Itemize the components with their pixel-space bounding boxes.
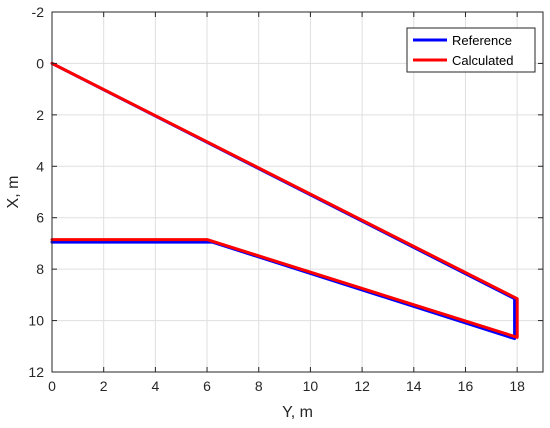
y-tick-label: 8 (36, 261, 44, 277)
y-tick-label: 0 (36, 55, 44, 71)
legend: Reference Calculated (406, 27, 536, 73)
x-tick-label: 10 (303, 378, 319, 394)
tick-layer: 0 2 4 6 8 10 12 14 16 18 -2 0 2 4 6 8 10 12 (28, 4, 543, 394)
x-tick-label: 0 (48, 378, 56, 394)
x-tick-label: 14 (406, 378, 422, 394)
x-axis-label: Y, m (282, 404, 313, 421)
series-layer (50, 61, 519, 341)
legend-label-reference: Reference (452, 33, 512, 48)
plot-frame (51, 11, 544, 373)
y-tick-label: -2 (32, 4, 45, 20)
y-tick-label: 2 (36, 107, 44, 123)
legend-box (406, 27, 536, 73)
y-tick-label: 4 (36, 158, 44, 174)
y-axis-label: X, m (5, 176, 22, 209)
x-tick-label: 6 (203, 378, 211, 394)
x-tick-label: 4 (151, 378, 159, 394)
y-tick-label: 12 (28, 364, 44, 380)
x-tick-label: 8 (255, 378, 263, 394)
x-tick-label: 2 (100, 378, 108, 394)
x-tick-label: 12 (354, 378, 370, 394)
x-tick-label: 18 (509, 378, 525, 394)
series-line-calculated (50, 61, 519, 339)
y-tick-label: 10 (28, 313, 44, 329)
legend-label-calculated: Calculated (452, 53, 513, 68)
x-tick-label: 16 (458, 378, 474, 394)
y-tick-label: 6 (36, 210, 44, 226)
